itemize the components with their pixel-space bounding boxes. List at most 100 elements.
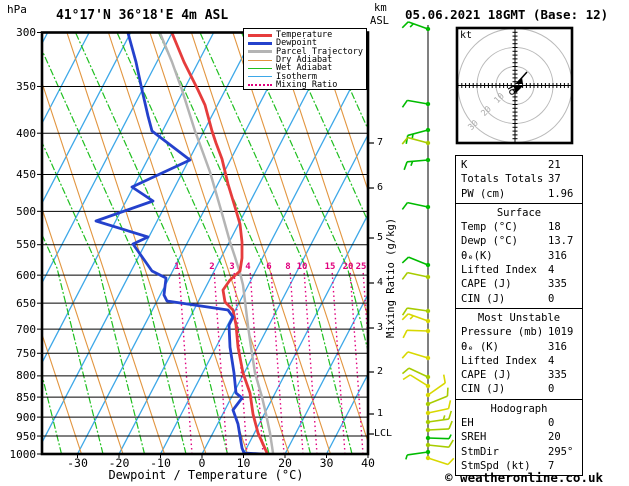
altitude-unit-km-label: km xyxy=(374,2,387,14)
table-row-value: 335 xyxy=(548,369,567,382)
dry-adiabat-line xyxy=(149,32,290,454)
table-row: CAPE (J) 335 xyxy=(456,277,582,291)
km-tick-label: 3 xyxy=(377,322,384,333)
table-row: SREH 20 xyxy=(456,430,582,444)
pressure-tick-label: 950 xyxy=(16,429,36,443)
pressure-tick-label: 300 xyxy=(16,26,36,39)
wind-barb xyxy=(401,21,431,32)
plot-border xyxy=(40,31,370,456)
wind-barb xyxy=(425,374,446,398)
wind-barb xyxy=(425,434,452,441)
indices-tables: K 21 Totals Totals 37 PW (cm) 1.96 Surface Temp… xyxy=(455,155,583,477)
table-row-value: 0 xyxy=(548,417,555,430)
table-row: θₑ(K) 316 xyxy=(456,249,582,263)
table-row-label: CAPE (J) xyxy=(461,278,512,291)
table-section-header: Surface xyxy=(496,206,542,219)
pressure-tick-label: 1000 xyxy=(9,447,37,461)
table-row-label: StmDir xyxy=(461,445,499,458)
legend-item-label: Dry Adiabat xyxy=(276,55,333,66)
isotherm-line xyxy=(242,213,368,454)
wind-barb xyxy=(401,307,431,316)
legend-item: Wet Adiabat xyxy=(248,63,366,74)
isotherm-line xyxy=(42,32,90,125)
wind-barb xyxy=(402,374,431,389)
dry-adiabat-line xyxy=(315,32,368,193)
wet-adiabat-line xyxy=(42,141,146,454)
hodograph-origin-marker xyxy=(509,89,515,95)
pressure-tick-label: 800 xyxy=(16,369,36,383)
table-row-label: Dewp (°C) xyxy=(461,235,518,248)
mixing-ratio-line xyxy=(249,269,264,454)
legend-item-label: Parcel Trajectory xyxy=(276,46,363,57)
mixing-ratio-line xyxy=(349,269,364,454)
wind-barbs xyxy=(401,21,455,466)
legend-item-label: Dewpoint xyxy=(276,38,317,49)
watermark-credit: © weatheronline.co.uk xyxy=(445,470,604,485)
table-row-label: SREH xyxy=(461,431,487,444)
isotherm-line xyxy=(325,372,368,454)
hodograph-arrow-head xyxy=(515,77,523,84)
isotherm-line xyxy=(76,32,298,454)
table-row: StmSpd (kt) 7 xyxy=(456,459,582,473)
pressure-tick-label: 750 xyxy=(16,346,36,360)
legend-item: Mixing Ratio xyxy=(248,81,366,89)
mixing-ratio-line xyxy=(289,269,304,454)
table-row-value: 0 xyxy=(548,383,555,396)
wet-adiabat-line xyxy=(157,32,312,454)
mixing-ratio-line xyxy=(178,269,193,454)
mixing-ratio-line xyxy=(362,269,368,351)
table-row-label: CIN (J) xyxy=(461,383,506,396)
table-row-value: 335 xyxy=(548,278,567,291)
table-row-label: K xyxy=(461,159,468,171)
indices-table-section: Hodograph EH 0 SREH 20 StmDir 295° StmSpd (kt) 7 xyxy=(455,398,583,477)
dry-adiabat-line xyxy=(107,32,249,454)
isotherm-line xyxy=(42,32,173,285)
legend-item: Temperature xyxy=(248,31,366,39)
wind-barb xyxy=(401,351,431,361)
wet-adiabat-line xyxy=(116,32,270,454)
legend-line-sample xyxy=(248,67,272,69)
mixing-ratio-value-label: 3 xyxy=(229,262,234,272)
dry-adiabat-line xyxy=(42,81,166,454)
temp-tick-label: 10 xyxy=(236,456,251,470)
legend-item-label: Wet Adiabat xyxy=(276,63,333,74)
table-row: Totals Totals 37 xyxy=(456,172,582,186)
table-row-label: θₑ(K) xyxy=(461,249,493,262)
wind-barb xyxy=(401,256,431,268)
table-section-header: Most Unstable xyxy=(477,311,561,324)
legend-item-label: Temperature xyxy=(276,30,333,41)
mixing-ratio-value-label: 25 xyxy=(356,262,367,272)
temperature-curve xyxy=(170,32,269,454)
dry-adiabat-line xyxy=(42,332,83,454)
table-row-value: 7 xyxy=(548,459,555,472)
wind-barb xyxy=(425,439,454,448)
table-section-header: Hodograph xyxy=(490,402,548,415)
table-row-value: 295° xyxy=(548,445,574,458)
temp-tick-label: 0 xyxy=(198,456,206,470)
table-row: CIN (J) 0 xyxy=(456,382,582,396)
mixing-ratio-line xyxy=(331,269,346,454)
table-row-value: 1.96 xyxy=(548,187,574,200)
table-row: Lifted Index 4 xyxy=(456,354,582,368)
legend-line-sample xyxy=(248,59,272,61)
wind-barb xyxy=(425,400,452,416)
wind-barb xyxy=(425,410,453,425)
isotherm-line xyxy=(42,32,132,205)
temp-tick-label: 40 xyxy=(361,456,375,470)
pressure-tick-label: 350 xyxy=(16,79,36,93)
dry-adiabat-line xyxy=(273,32,368,318)
wind-barb xyxy=(425,455,455,466)
table-row: Pressure (mb) 1019 xyxy=(456,325,582,339)
mixing-ratio-value-label: 4 xyxy=(245,262,251,272)
isotherm-line xyxy=(118,32,339,454)
isotherm-line xyxy=(201,133,368,454)
table-row-value: 316 xyxy=(548,340,567,353)
pressure-tick-label: 700 xyxy=(16,322,36,336)
table-row: StmDir 295° xyxy=(456,445,582,459)
dry-adiabat-line xyxy=(232,32,368,444)
hodograph-ring-value-label: 10 xyxy=(492,91,506,105)
table-row-value: 4 xyxy=(548,354,555,367)
legend-line-sample xyxy=(248,50,272,54)
wind-barb xyxy=(401,99,431,108)
